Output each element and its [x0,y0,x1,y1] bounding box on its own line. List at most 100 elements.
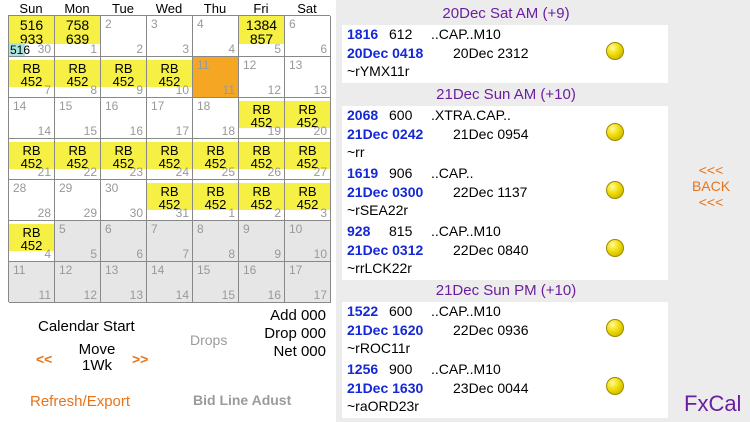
drops-button[interactable]: Drops [190,332,228,348]
calendar-day[interactable]: 17 17 [147,98,193,139]
status-dot-icon[interactable] [606,239,624,257]
day-trip-line: RB [68,61,87,76]
day-number: 14 [151,263,165,277]
calendar-day[interactable]: RB 452 26 [239,139,285,180]
calendar-day[interactable]: 15 15 [55,98,101,139]
day-trip-label: RB 452 [9,62,54,88]
day-trip-label: RB 452 [101,144,146,170]
move-back-button[interactable]: << [36,351,53,367]
calendar-day[interactable]: 28 28 [9,180,55,221]
calendar-day[interactable]: 758 639 1 [55,16,101,57]
calendar-day[interactable]: RB 452 23 [101,139,147,180]
trip-card[interactable]: 1619 906 ..CAP.. 21Dec 0300 22Dec 1137 ~rSEA2… [342,164,668,222]
calendar-day[interactable]: RB 452 1 [193,180,239,221]
calendar-day[interactable]: 11 11 [9,262,55,303]
calendar-day[interactable]: RB 452 27 [285,139,331,180]
trip-card[interactable]: 1816 612 ..CAP..M10 20Dec 0418 20Dec 2312 ~rY… [342,25,668,83]
day-corner-number: 11 [38,288,51,302]
trip-highlight [193,183,238,210]
calendar-day[interactable]: RB 452 9 [101,57,147,98]
calendar-day[interactable]: 13 13 [285,57,331,98]
day-corner-number: 21 [37,165,51,179]
trip-highlight [55,142,100,169]
bid-line-adjust-button[interactable]: Bid Line Adust [193,392,292,408]
calendar-day[interactable]: 29 29 [55,180,101,221]
calendar-day[interactable]: 15 15 [193,262,239,303]
calendar-day[interactable]: 10 10 [285,221,331,262]
calendar-day[interactable]: 14 14 [9,98,55,139]
calendar-day[interactable]: 16 16 [239,262,285,303]
status-dot-icon[interactable] [606,181,624,199]
calendar-day[interactable]: 18 18 [193,98,239,139]
calendar-day[interactable]: RB 452 7 [9,57,55,98]
calendar-start-button[interactable]: Calendar Start [38,318,135,335]
status-dot-icon[interactable] [606,377,624,395]
trip-card[interactable]: 1522 600 ..CAP..M10 21Dec 1620 22Dec 0936 ~rR… [342,302,668,360]
calendar-day[interactable]: 12 12 [239,57,285,98]
calendar-day[interactable]: RB 452 19 [239,98,285,139]
day-number: 17 [289,263,303,277]
trip-card[interactable]: 2068 600 .XTRA.CAP.. 21Dec 0242 21Dec 0954 ~r… [342,106,668,164]
trip-departure: 21Dec 1620 [347,322,424,338]
trip-layover-code: ~rr [347,144,365,160]
trip-card[interactable]: 1256 900 ..CAP..M10 21Dec 1630 23Dec 0044 ~ra… [342,360,668,418]
day-trip-line: 452 [112,74,135,89]
calendar-day[interactable]: RB 452 25 [193,139,239,180]
calendar-day[interactable]: 17 17 [285,262,331,303]
day-corner-number: 23 [129,165,143,179]
calendar-day[interactable]: 30 30 [101,180,147,221]
trip-departure: 21Dec 1630 [347,380,424,396]
trip-line-2: 21Dec 1620 22Dec 0936 [347,322,529,339]
day-trip-label: RB 452 [147,62,192,88]
trip-departure: 20Dec 0418 [347,45,424,61]
trip-departure: 21Dec 0242 [347,126,424,142]
calendar-day[interactable]: RB 452 21 [9,139,55,180]
back-button[interactable]: <<< BACK <<< [676,162,746,210]
day-trip-label: RB 452 [285,144,330,170]
calendar-day[interactable]: RB 452 24 [147,139,193,180]
status-dot-icon[interactable] [606,42,624,60]
calendar-day[interactable]: RB 452 20 [285,98,331,139]
day-corner-number: 22 [83,165,97,179]
calendar-day[interactable]: RB 452 22 [55,139,101,180]
status-dot-icon[interactable] [606,123,624,141]
trip-route: ..CAP.. [431,165,474,181]
day-number: 8 [197,222,204,236]
calendar-day[interactable]: RB 452 31 [147,180,193,221]
move-forward-button[interactable]: >> [132,351,149,367]
calendar-day[interactable]: 12 12 [55,262,101,303]
calendar-day[interactable]: 16 16 [101,98,147,139]
day-trip-line: RB [114,143,133,158]
calendar-day[interactable]: 11 11 [193,57,239,98]
trip-line-2: 21Dec 1630 23Dec 0044 [347,380,529,397]
refresh-export-button[interactable]: Refresh/Export [30,393,131,410]
day-trip-line: 452 [158,74,181,89]
status-dot-icon[interactable] [606,319,624,337]
calendar-day[interactable]: 516 933 516 30 [9,16,55,57]
day-corner-number: 14 [37,124,51,138]
app-logo-text: FxCal [684,391,742,416]
calendar-day[interactable]: RB 452 3 [285,180,331,221]
calendar-day[interactable]: 14 14 [147,262,193,303]
calendar-day[interactable]: RB 452 8 [55,57,101,98]
trip-id: 928 [347,223,371,239]
trip-card[interactable]: 928 815 ..CAP..M10 21Dec 0312 22Dec 0840 ~rrL… [342,222,668,280]
trip-route: ..CAP..M10 [431,303,501,319]
calendar-day[interactable]: RB 452 4 [9,221,55,262]
day-number: 2 [105,17,112,31]
calendar-day[interactable]: 13 13 [101,262,147,303]
day-number: 9 [243,222,250,236]
calendar-day[interactable]: RB 452 10 [147,57,193,98]
calendar-day[interactable]: 1384 857 5 [239,16,285,57]
calendar-day[interactable]: RB 452 2 [239,180,285,221]
day-trip-line: 452 [250,197,273,212]
